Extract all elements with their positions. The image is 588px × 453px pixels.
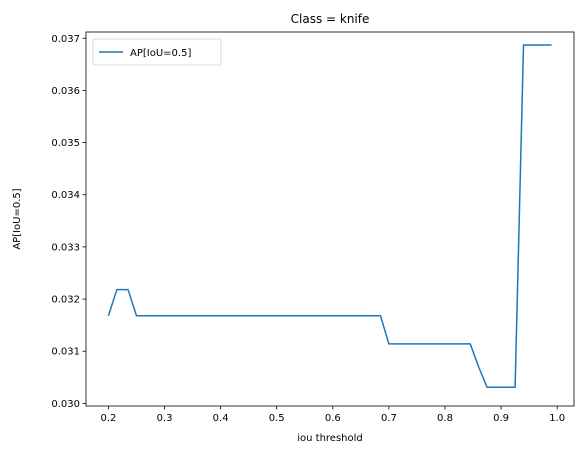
plot-area [85,31,575,407]
x-tick-label: 0.9 [493,413,509,424]
x-tick-label: 0.2 [100,413,116,424]
y-tick-label: 0.036 [51,86,80,97]
x-tick-label: 1.0 [549,413,565,424]
y-tick-label: 0.030 [51,399,80,410]
y-tick-label: 0.032 [51,295,80,306]
x-tick-label: 0.5 [269,413,285,424]
y-tick-label: 0.034 [51,190,80,201]
legend: AP[IoU=0.5] [92,38,222,66]
y-tick-label: 0.033 [51,242,80,253]
y-tick-label: 0.031 [51,347,80,358]
x-tick-label: 0.4 [213,413,229,424]
x-tick-label: 0.6 [325,413,341,424]
x-tick-label: 0.3 [157,413,173,424]
x-tick-label: 0.7 [381,413,397,424]
x-axis: 0.2 0.3 0.4 0.5 0.6 0.7 0.8 0.9 1.0 [100,406,565,424]
legend-box [92,38,222,66]
x-axis-label: iou threshold [297,433,363,444]
y-tick-label: 0.035 [51,138,80,149]
x-tick-label: 0.8 [437,413,453,424]
plot-frame [85,31,575,407]
chart-title: Class = knife [291,12,370,26]
series-line [107,44,552,388]
y-axis: 0.030 0.031 0.032 0.033 0.034 0.035 0.036 0.037 [51,34,86,410]
y-tick-label: 0.037 [51,34,80,45]
series-layer [107,44,552,388]
y-axis-label: AP[IoU=0.5] [12,188,23,249]
legend-label: AP[IoU=0.5] [130,48,191,59]
